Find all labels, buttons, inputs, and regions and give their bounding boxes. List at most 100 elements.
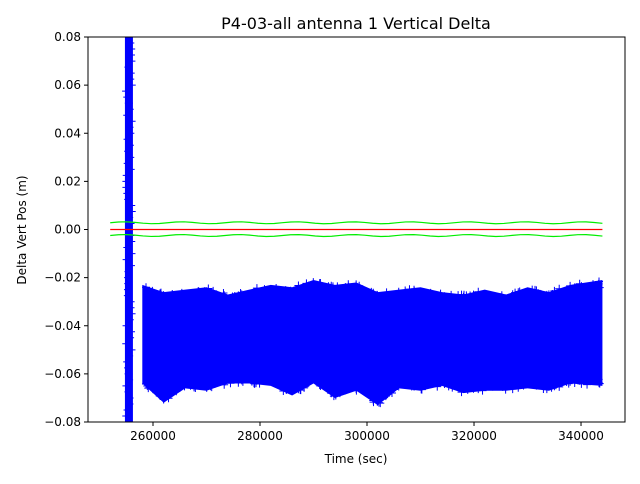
- data-point-marker: [316, 278, 325, 287]
- data-point-marker: [126, 39, 135, 48]
- data-point-marker: [172, 295, 181, 304]
- data-point-marker: [547, 290, 556, 299]
- plot-area: [110, 37, 604, 422]
- data-point-marker: [466, 379, 475, 388]
- data-point-marker: [417, 287, 426, 296]
- data-point-marker: [401, 286, 410, 295]
- data-point-marker: [530, 378, 539, 387]
- data-point-marker: [127, 249, 136, 258]
- data-point-marker: [570, 283, 579, 292]
- data-point-marker: [186, 381, 195, 390]
- y-tick-label: 0.06: [54, 78, 81, 92]
- data-point-marker: [260, 285, 269, 294]
- data-point-marker: [237, 290, 246, 299]
- data-point-marker: [399, 377, 408, 386]
- y-tick-label: 0.08: [54, 30, 81, 44]
- data-point-marker: [355, 382, 364, 391]
- data-point-marker: [309, 278, 318, 287]
- data-point-marker: [520, 291, 529, 300]
- data-point-marker: [304, 379, 313, 388]
- data-point-marker: [156, 292, 165, 301]
- data-point-marker: [314, 378, 323, 387]
- data-point-marker: [536, 380, 545, 389]
- data-point-marker: [126, 261, 135, 270]
- data-point-marker: [440, 292, 449, 301]
- data-point-marker: [373, 291, 382, 300]
- data-point-marker: [595, 277, 604, 286]
- data-point-marker: [167, 292, 176, 301]
- data-point-marker: [127, 117, 136, 126]
- y-tick-label: −0.06: [44, 367, 81, 381]
- data-point-marker: [369, 396, 378, 405]
- data-point-marker: [247, 293, 256, 302]
- data-point-marker: [519, 293, 528, 302]
- data-point-marker: [455, 297, 464, 306]
- data-point-marker: [122, 87, 131, 96]
- data-point-marker: [352, 287, 361, 296]
- data-point-marker: [262, 288, 271, 297]
- data-point-marker: [250, 379, 259, 388]
- data-point-marker: [155, 294, 164, 303]
- data-point-marker: [422, 379, 431, 388]
- data-point-marker: [478, 386, 487, 395]
- data-point-marker: [527, 376, 536, 385]
- data-point-marker: [122, 255, 131, 264]
- data-point-marker: [226, 379, 235, 388]
- data-point-marker: [405, 376, 414, 385]
- data-point-marker: [383, 296, 392, 305]
- data-point-marker: [122, 339, 131, 348]
- data-point-marker: [123, 357, 132, 366]
- data-point-marker: [514, 383, 523, 392]
- data-point-marker: [201, 291, 210, 300]
- data-point-marker: [411, 293, 420, 302]
- data-point-marker: [352, 386, 361, 395]
- data-point-marker: [124, 195, 133, 204]
- data-point-marker: [577, 379, 586, 388]
- data-point-marker: [159, 395, 168, 404]
- data-point-marker: [195, 380, 204, 389]
- data-point-marker: [320, 380, 329, 389]
- data-point-marker: [395, 293, 404, 302]
- data-point-marker: [538, 379, 547, 388]
- y-tick-label: −0.02: [44, 271, 81, 285]
- data-point-marker: [125, 315, 134, 324]
- data-point-marker: [530, 285, 539, 294]
- data-point-marker: [126, 297, 135, 306]
- data-point-marker: [209, 286, 218, 295]
- data-point-marker: [252, 372, 261, 381]
- data-point-marker: [125, 393, 134, 402]
- data-point-marker: [394, 382, 403, 391]
- data-point-marker: [430, 378, 439, 387]
- data-point-marker: [448, 294, 457, 303]
- data-point-marker: [231, 373, 240, 382]
- data-point-marker: [459, 290, 468, 299]
- y-axis-label: Delta Vert Pos (m): [15, 175, 29, 284]
- data-point-marker: [126, 165, 135, 174]
- data-point-marker: [126, 418, 135, 422]
- data-point-marker: [508, 385, 517, 394]
- data-point-marker: [500, 298, 509, 307]
- data-point-marker: [252, 284, 261, 293]
- data-point-marker: [206, 382, 215, 391]
- data-point-marker: [122, 411, 131, 420]
- data-point-marker: [148, 286, 157, 295]
- data-point-marker: [123, 405, 132, 414]
- data-point-marker: [220, 291, 229, 300]
- data-point-marker: [316, 382, 325, 391]
- data-point-marker: [555, 284, 564, 293]
- data-point-marker: [123, 189, 132, 198]
- data-point-marker: [220, 380, 229, 389]
- data-point-marker: [501, 385, 510, 394]
- data-point-marker: [488, 292, 497, 301]
- series-line-lower-limit: [110, 233, 603, 238]
- data-point-marker: [444, 293, 453, 302]
- data-point-marker: [410, 285, 419, 294]
- data-point-marker: [124, 99, 133, 108]
- data-point-marker: [474, 287, 483, 296]
- data-point-marker: [447, 380, 456, 389]
- data-point-marker: [127, 81, 136, 90]
- data-point-marker: [482, 380, 491, 389]
- data-point-marker: [575, 376, 584, 385]
- data-point-marker: [252, 379, 261, 388]
- data-point-marker: [304, 378, 313, 387]
